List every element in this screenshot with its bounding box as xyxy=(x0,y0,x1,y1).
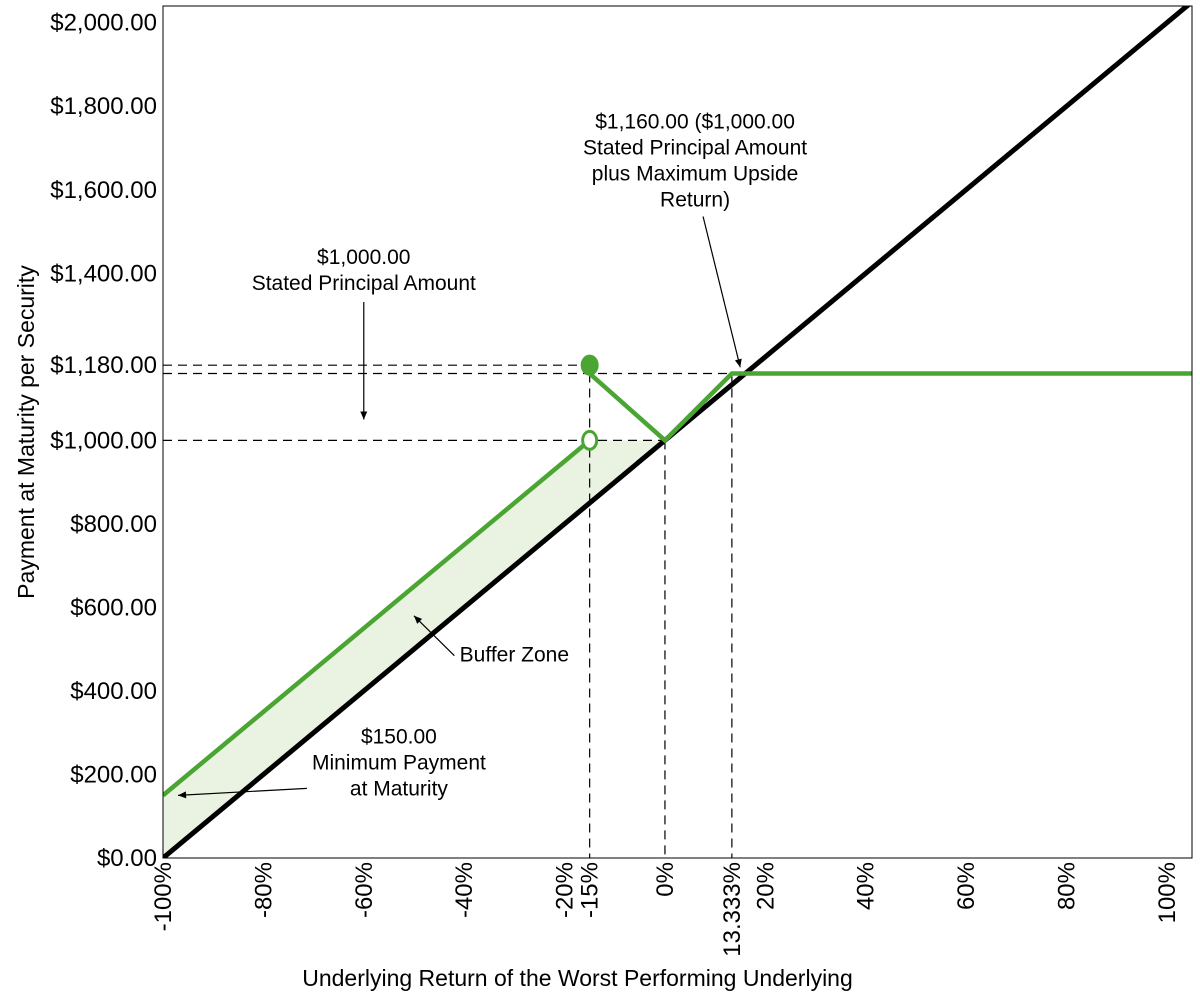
x-tick-label: 13.333% xyxy=(719,862,746,957)
series-line-payoff-upside-region xyxy=(588,371,1192,444)
y-tick-label: $1,400.00 xyxy=(50,260,157,287)
annotation-text-line: $1,160.00 ($1,000.00 xyxy=(595,110,795,133)
markers-layer xyxy=(580,354,599,451)
annotation-1: $1,000.00 Stated Principal Amount xyxy=(252,246,476,420)
annotation-text-line: at Maturity xyxy=(350,777,449,800)
y-axis-title: Payment at Maturity per Security xyxy=(13,265,39,599)
x-tick-label: 0% xyxy=(652,862,679,897)
x-tick-label: -15% xyxy=(577,862,604,918)
annotation-4: $150.00 Minimum Payment at Maturity xyxy=(178,725,486,800)
y-tick-label: $1,800.00 xyxy=(50,93,157,120)
series-layer xyxy=(163,6,1192,858)
x-axis-ticks: -100% -80% -60% -40% -20%-15% 0% 13.333% 20% 40%… xyxy=(150,862,1181,957)
y-tick-label: $1,600.00 xyxy=(50,177,157,204)
annotation-arrow-line xyxy=(178,787,307,796)
annotation-arrow-line xyxy=(702,216,741,368)
annotation-text-line: Stated Principal Amount xyxy=(583,136,807,159)
annotation-arrowhead xyxy=(413,615,423,624)
annotation-arrowhead xyxy=(734,358,742,368)
x-tick-label: 40% xyxy=(853,862,880,910)
x-tick-label: -40% xyxy=(451,862,478,918)
annotation-arrowhead xyxy=(360,411,368,420)
y-tick-label: $400.00 xyxy=(70,678,157,705)
marker-filled-point xyxy=(580,354,599,376)
y-tick-label: $1,000.00 xyxy=(50,427,157,454)
annotation-text-line: Buffer Zone xyxy=(460,644,569,667)
reference-lines-layer xyxy=(163,364,733,858)
annotation-arrowhead xyxy=(178,791,187,799)
annotation-text-line: plus Maximum Upside xyxy=(592,162,799,185)
annotation-text-line: Stated Principal Amount xyxy=(252,272,476,295)
annotation-arrow-line xyxy=(413,615,455,657)
marker-open-point xyxy=(581,429,599,451)
x-tick-label: -80% xyxy=(250,862,277,918)
x-tick-label: 20% xyxy=(752,862,779,910)
x-tick-label: -20% xyxy=(552,862,579,918)
x-tick-label: -100% xyxy=(150,862,177,931)
y-tick-label: $800.00 xyxy=(70,511,157,538)
series-line-payoff-buffer-region xyxy=(163,438,592,798)
y-axis-ticks: $0.00 $200.00 $400.00 $600.00 $800.00 $1,000.… xyxy=(50,10,157,872)
y-tick-label: $600.00 xyxy=(70,594,157,621)
annotation-text-line: $1,000.00 xyxy=(317,246,410,269)
annotation-2: $1,160.00 ($1,000.00 Stated Principal Amo… xyxy=(583,110,807,368)
x-tick-label: -60% xyxy=(351,862,378,918)
y-tick-label: $1,180.00 xyxy=(50,352,157,379)
plot-frame xyxy=(162,5,1193,859)
x-tick-label: 60% xyxy=(953,862,980,910)
x-tick-label: 80% xyxy=(1054,862,1081,910)
y-tick-label: $2,000.00 xyxy=(50,10,157,37)
annotation-3: Buffer Zone xyxy=(413,615,569,667)
annotation-text-line: Minimum Payment xyxy=(312,751,486,774)
y-tick-label: $200.00 xyxy=(70,761,157,788)
y-tick-label: $0.00 xyxy=(97,845,157,872)
x-axis-title: Underlying Return of the Worst Performin… xyxy=(302,965,853,991)
x-tick-label: 100% xyxy=(1154,862,1181,923)
annotation-text-line: $150.00 xyxy=(361,725,437,748)
annotation-text-line: Return) xyxy=(660,188,730,211)
